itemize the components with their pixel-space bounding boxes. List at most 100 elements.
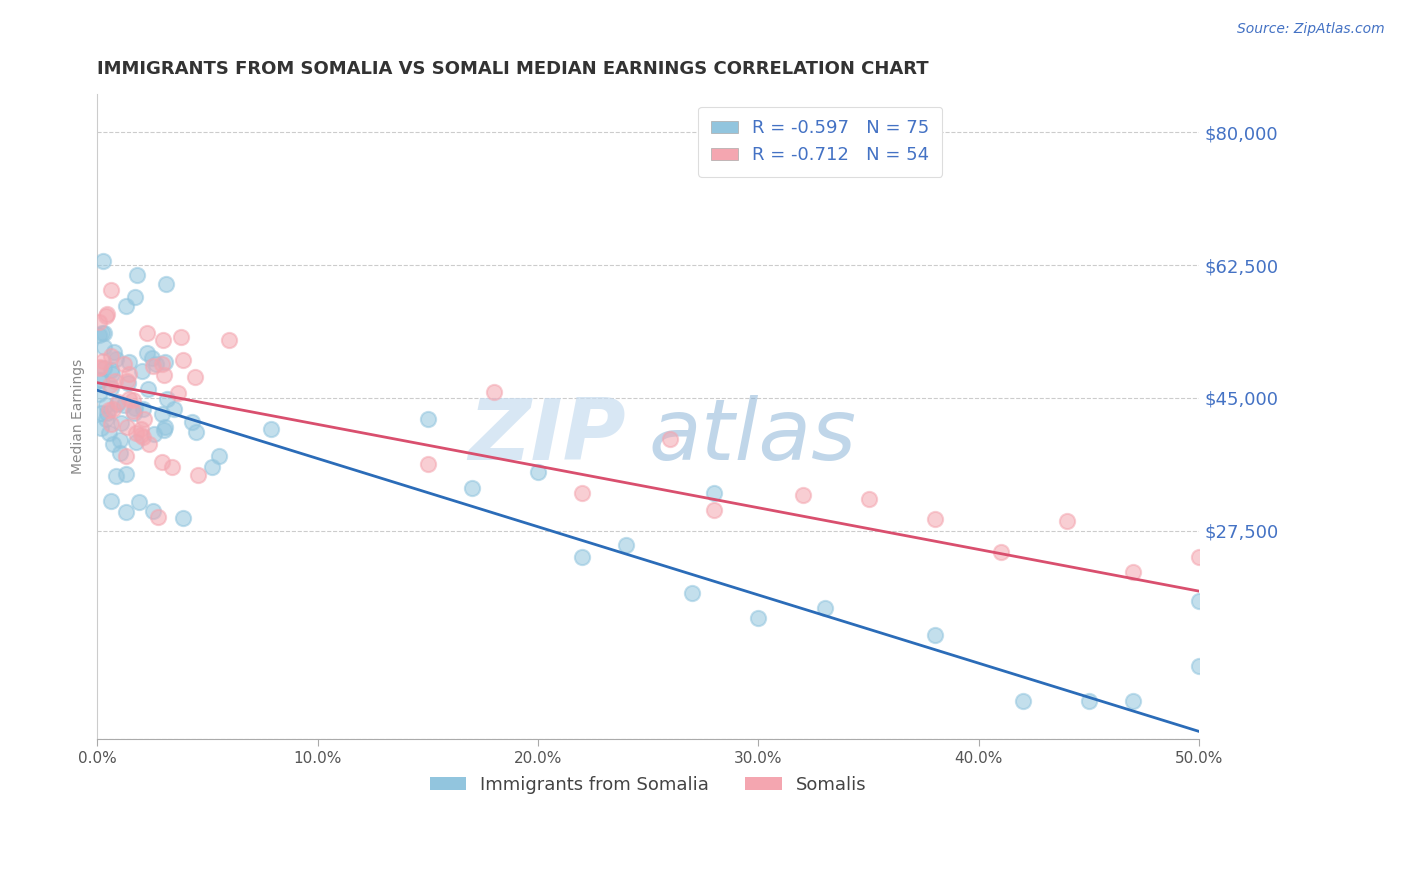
Point	[100, 363, 122, 377]
Point	[89, 361, 111, 376]
Point	[172, 511, 194, 525]
Point	[160, 460, 183, 475]
Point	[132, 430, 155, 444]
Point	[924, 628, 946, 642]
Point	[96, 307, 118, 321]
Point	[91, 354, 114, 368]
Point	[153, 355, 176, 369]
Point	[187, 468, 209, 483]
Point	[150, 407, 173, 421]
Text: Source: ZipAtlas.com: Source: ZipAtlas.com	[1237, 22, 1385, 37]
Point	[145, 357, 167, 371]
Point	[218, 333, 240, 347]
Point	[101, 437, 124, 451]
Point	[614, 538, 637, 552]
Point	[1122, 565, 1144, 579]
Point	[89, 387, 111, 401]
Point	[108, 446, 131, 460]
Point	[117, 392, 139, 406]
Point	[117, 376, 139, 391]
Point	[117, 374, 139, 388]
Point	[100, 381, 122, 395]
Point	[1188, 593, 1211, 607]
Point	[122, 404, 145, 418]
Point	[115, 449, 138, 463]
Point	[90, 421, 112, 435]
Point	[100, 349, 122, 363]
Point	[114, 300, 136, 314]
Point	[181, 415, 204, 429]
Point	[89, 373, 111, 387]
Point	[813, 601, 835, 615]
Point	[89, 359, 111, 374]
Point	[1188, 659, 1211, 673]
Point	[148, 510, 170, 524]
Point	[134, 412, 156, 426]
Point	[125, 425, 148, 440]
Point	[89, 328, 111, 343]
Point	[90, 326, 112, 340]
Text: atlas: atlas	[648, 394, 856, 477]
Point	[858, 492, 880, 507]
Point	[114, 398, 136, 412]
Point	[107, 395, 129, 409]
Point	[124, 401, 146, 416]
Text: ZIP: ZIP	[468, 394, 626, 477]
Point	[122, 392, 145, 407]
Point	[201, 460, 224, 475]
Point	[142, 504, 165, 518]
Point	[97, 425, 120, 440]
Point	[125, 268, 148, 283]
Point	[93, 326, 115, 340]
Point	[89, 314, 111, 328]
Point	[186, 425, 208, 440]
Point	[150, 357, 173, 371]
Point	[163, 402, 186, 417]
Point	[98, 403, 121, 417]
Point	[90, 406, 112, 420]
Point	[112, 357, 135, 371]
Point	[115, 506, 138, 520]
Point	[924, 512, 946, 526]
Point	[135, 346, 157, 360]
Point	[172, 352, 194, 367]
Point	[101, 367, 124, 381]
Point	[100, 283, 122, 297]
Point	[96, 406, 118, 420]
Point	[416, 412, 439, 426]
Point	[118, 367, 141, 381]
Point	[105, 397, 128, 411]
Point	[131, 364, 153, 378]
Text: IMMIGRANTS FROM SOMALIA VS SOMALI MEDIAN EARNINGS CORRELATION CHART: IMMIGRANTS FROM SOMALIA VS SOMALI MEDIAN…	[97, 60, 929, 78]
Point	[461, 481, 484, 495]
Point	[747, 611, 769, 625]
Point	[141, 351, 163, 366]
Point	[170, 329, 193, 343]
Legend: Immigrants from Somalia, Somalis: Immigrants from Somalia, Somalis	[423, 769, 873, 801]
Point	[990, 545, 1012, 559]
Point	[166, 385, 188, 400]
Point	[125, 435, 148, 450]
Point	[91, 254, 114, 268]
Point	[98, 378, 121, 392]
Point	[1012, 694, 1035, 708]
Point	[94, 398, 117, 412]
Point	[260, 422, 283, 436]
Point	[90, 373, 112, 387]
Point	[703, 503, 725, 517]
Point	[124, 290, 146, 304]
Point	[156, 392, 179, 406]
Point	[150, 455, 173, 469]
Point	[105, 351, 128, 366]
Point	[136, 382, 159, 396]
Point	[1078, 694, 1101, 708]
Point	[681, 586, 703, 600]
Point	[152, 423, 174, 437]
Point	[155, 277, 177, 291]
Point	[104, 375, 127, 389]
Point	[100, 417, 122, 431]
Point	[571, 485, 593, 500]
Point	[155, 420, 177, 434]
Point	[110, 416, 132, 430]
Y-axis label: Median Earnings: Median Earnings	[72, 359, 86, 475]
